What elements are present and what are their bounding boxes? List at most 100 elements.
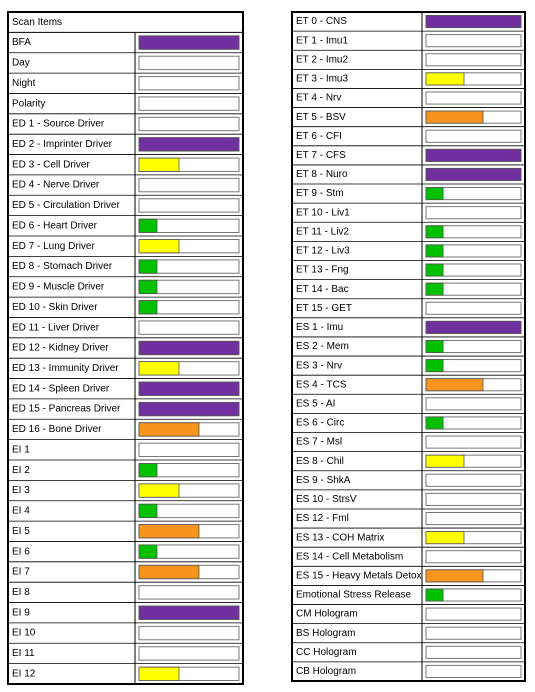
bar-track: [425, 397, 522, 411]
level-bar: [425, 263, 444, 277]
level-bar: [138, 35, 240, 50]
row-label: Polarity: [12, 98, 45, 109]
bar-track: [138, 198, 240, 213]
bar-track: [138, 625, 240, 641]
level-bar: [425, 168, 522, 181]
level-bar: [425, 454, 465, 468]
level-bar: [425, 416, 444, 430]
row-label: ED 8 - Stomach Driver: [12, 261, 113, 272]
level-bar: [138, 300, 158, 315]
row-label: ES 6 - Circ: [296, 418, 344, 429]
level-bar: [138, 361, 180, 376]
row-label: ET 3 - Imu3: [296, 74, 348, 85]
row-label: ED 15 - Pancreas Driver: [12, 404, 121, 415]
row-label: ET 11 - Liv2: [296, 226, 349, 237]
level-bar: [425, 531, 465, 545]
row-label: ED 10 - Skin Driver: [12, 302, 98, 313]
level-bar: [138, 157, 180, 172]
row-label: ED 3 - Cell Driver: [12, 159, 90, 170]
row-label: ES 9 - ShkA: [296, 475, 351, 486]
bar-track: [425, 511, 522, 526]
bar-track: [138, 177, 240, 193]
row-label: Emotional Stress Release: [296, 590, 411, 601]
bar-track: [425, 301, 522, 315]
level-bar: [138, 524, 200, 539]
bar-track: [425, 492, 522, 506]
row-label: ED 1 - Source Driver: [12, 119, 105, 130]
level-bar: [138, 381, 240, 396]
bar-track: [425, 435, 522, 449]
level-bar: [138, 666, 180, 681]
level-bar: [425, 588, 444, 602]
panel-border: [291, 11, 526, 682]
level-bar: [425, 378, 484, 392]
row-label: ES 3 - Nrv: [296, 360, 342, 371]
bar-track: [138, 116, 240, 132]
bar-track: [425, 34, 522, 48]
row-label: ED 14 - Spleen Driver: [12, 383, 110, 394]
row-label: CB Hologram: [296, 666, 356, 677]
row-label: ET 14 - Bac: [296, 284, 349, 295]
bar-track: [138, 585, 240, 600]
level-bar: [138, 422, 200, 437]
row-label: ET 5 - BSV: [296, 112, 346, 123]
bar-track: [425, 550, 522, 564]
row-label: BS Hologram: [296, 628, 355, 639]
row-label: Night: [12, 78, 36, 89]
bar-track: [425, 664, 522, 679]
row-label: ET 7 - CFS: [296, 150, 346, 161]
row-label: ES 5 - AI: [296, 398, 335, 409]
bar-track: [425, 645, 522, 659]
row-label: EI 10: [12, 628, 36, 639]
row-label: ES 13 - COH Matrix: [296, 532, 384, 543]
level-bar: [138, 137, 240, 152]
row-label: EI 7: [12, 567, 30, 578]
row-label: EI 1: [12, 444, 30, 455]
row-label: ET 0 - CNS: [296, 16, 347, 27]
level-bar: [138, 279, 158, 294]
row-label: EI 2: [12, 465, 30, 476]
row-label: EI 5: [12, 526, 30, 537]
bar-track: [425, 607, 522, 621]
row-label: ES 14 - Cell Metabolism: [296, 551, 403, 562]
level-bar: [138, 218, 158, 233]
row-label: ED 9 - Muscle Driver: [12, 282, 105, 293]
row-label: ED 2 - Imprinter Driver: [12, 139, 113, 150]
level-bar: [138, 340, 240, 356]
row-label: EI 4: [12, 506, 30, 517]
level-bar: [138, 239, 180, 254]
panel-border: [7, 11, 244, 685]
level-bar: [138, 564, 200, 580]
row-label: EI 6: [12, 546, 30, 557]
row-label: CC Hologram: [296, 647, 357, 658]
row-label: EI 12: [12, 668, 36, 679]
row-label: ED 6 - Heart Driver: [12, 220, 98, 231]
level-bar: [425, 187, 444, 201]
level-bar: [425, 72, 465, 86]
bar-track: [138, 55, 240, 71]
row-label: ED 7 - Lung Driver: [12, 241, 95, 252]
bar-track: [425, 206, 522, 220]
row-label: ED 16 - Bone Driver: [12, 424, 102, 435]
level-bar: [138, 259, 158, 274]
bar-track: [138, 320, 240, 335]
level-bar: [425, 359, 444, 373]
row-label: ES 2 - Mem: [296, 341, 349, 352]
row-label: ES 1 - Imu: [296, 322, 343, 333]
row-label: ED 4 - Nerve Driver: [12, 180, 100, 191]
row-label: ET 10 - Liv1: [296, 207, 350, 218]
level-bar: [138, 544, 158, 559]
row-label: ET 13 - Fng: [296, 265, 349, 276]
bar-track: [138, 442, 240, 457]
row-label: ED 5 - Circulation Driver: [12, 200, 120, 211]
level-bar: [138, 483, 180, 498]
level-bar: [425, 282, 444, 296]
level-bar: [425, 15, 522, 29]
row-label: EI 9: [12, 607, 30, 618]
level-bar: [425, 148, 522, 162]
row-label: ES 4 - TCS: [296, 379, 347, 390]
row-label: BFA: [12, 37, 31, 48]
level-bar: [425, 225, 444, 239]
level-bar: [425, 569, 484, 583]
row-label: ED 11 - Liver Driver: [12, 322, 100, 333]
